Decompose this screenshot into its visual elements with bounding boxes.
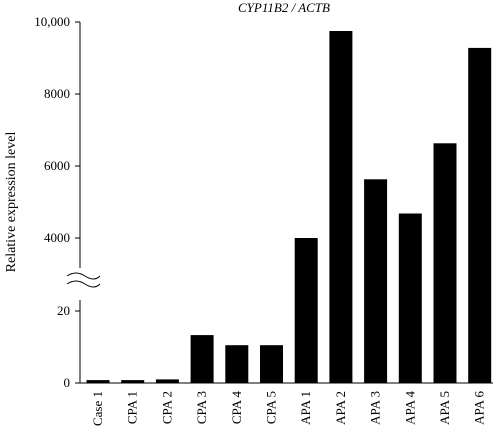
axes: [79, 22, 493, 384]
axis-break-marker: [66, 272, 101, 288]
axis-break-line-top: [66, 272, 101, 280]
y-axis-label: Relative expression level: [4, 132, 19, 273]
bar: [121, 380, 145, 383]
x-tick-label: APA 2: [333, 391, 348, 425]
bar: [86, 380, 110, 383]
bar: [398, 213, 422, 383]
y-tick-label: 0: [64, 375, 71, 390]
axis-break-gap: [66, 272, 94, 286]
x-tick-label: APA 4: [402, 391, 417, 425]
y-tick-label: 20: [57, 303, 70, 318]
chart-title: CYP11B2 / ACTB: [238, 0, 330, 15]
y-tick-label: 10,000: [34, 14, 70, 29]
y-tick-label: 8000: [44, 86, 70, 101]
x-tick-label: CPA 1: [125, 391, 140, 424]
bar: [260, 345, 283, 383]
x-tick-label: APA 1: [298, 391, 313, 425]
x-tick-label: APA 5: [437, 391, 452, 425]
y-tick-label: 6000: [44, 158, 70, 173]
x-tick-label: CPA 4: [229, 391, 244, 425]
y-tick-label: 4000: [44, 230, 70, 245]
x-tick-label: CPA 2: [159, 391, 174, 424]
x-tick-label: APA 6: [472, 391, 487, 425]
x-tick-label: APA 3: [368, 391, 383, 425]
bar: [155, 379, 179, 383]
bar: [468, 47, 492, 384]
bar: [364, 179, 388, 383]
x-tick-label: CPA 5: [264, 391, 279, 424]
axis-break-line-bottom: [66, 280, 101, 288]
bar: [329, 31, 353, 383]
x-tick-label: Case 1: [90, 391, 105, 426]
x-labels: Case 1 CPA 1 CPA 2 CPA 3 CPA 4 CPA 5 APA 1 APA …: [90, 391, 487, 427]
bar: [433, 143, 457, 383]
bar: [190, 335, 214, 383]
bar: [225, 345, 249, 383]
x-tick-label: CPA 3: [194, 391, 209, 424]
y-ticks: 0 20 4000 6000 8000 10,000: [34, 14, 80, 390]
bar: [294, 238, 318, 383]
bars: [86, 31, 492, 384]
